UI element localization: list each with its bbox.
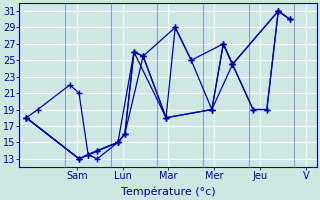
X-axis label: Température (°c): Température (°c)	[121, 187, 216, 197]
